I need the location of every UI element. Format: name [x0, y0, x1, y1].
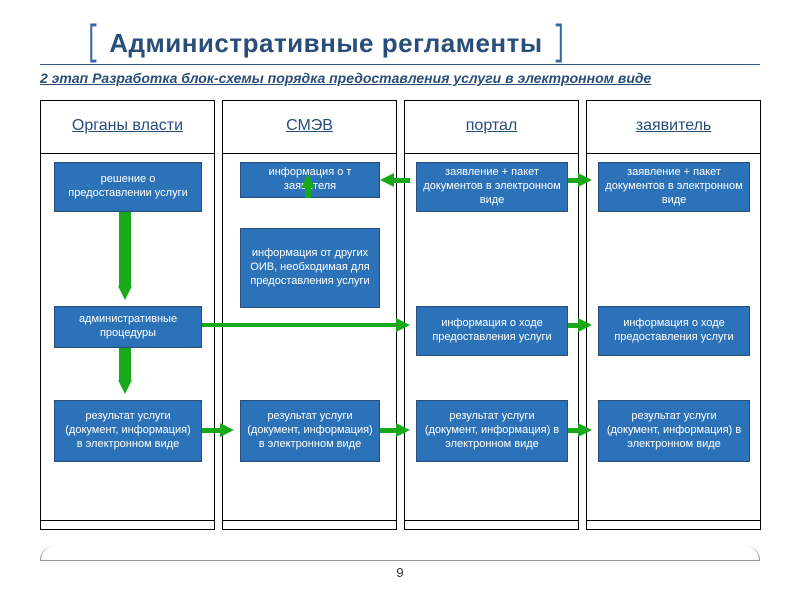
subtitle: 2 этап Разработка блок-схемы порядка пре… [40, 70, 651, 86]
page-title: Административные регламенты [105, 28, 546, 59]
n-result-smev: результат услуги (документ, информация) … [240, 400, 380, 462]
n-decision: решение о предоставлении услуги [54, 162, 202, 212]
n-result-auth: результат услуги (документ, информация) … [54, 400, 202, 462]
n-admin-proc: административные процедуры [54, 306, 202, 348]
n-result-port: результат услуги (документ, информация) … [416, 400, 568, 462]
n-app-pkg-portal: заявление + пакет документов в электронн… [416, 162, 568, 212]
n-progress-appl: информация о ходе предоставления услуги [598, 306, 750, 356]
page-number: 9 [396, 565, 403, 580]
lane-portal-label: портал [405, 104, 578, 148]
n-progress-port: информация о ходе предоставления услуги [416, 306, 568, 356]
lane-applicant-label: заявитель [587, 104, 760, 148]
bracket-left: [ [86, 22, 100, 64]
flowchart-canvas: Органы властиСМЭВпорталзаявитель решение … [40, 100, 760, 530]
n-app-pkg-appl: заявление + пакет документов в электронн… [598, 162, 750, 212]
n-result-appl: результат услуги (документ, информация) … [598, 400, 750, 462]
footer: 9 [40, 560, 760, 580]
lane-authorities-label: Органы власти [41, 104, 214, 148]
title-bar: [ Административные регламенты ] [80, 22, 572, 64]
title-rule [40, 64, 760, 65]
n-oiv-info: информация от других ОИВ, необходимая дл… [240, 228, 380, 308]
footer-decoration [40, 546, 760, 560]
lane-smev-label: СМЭВ [223, 104, 396, 148]
bracket-right: ] [552, 22, 566, 64]
